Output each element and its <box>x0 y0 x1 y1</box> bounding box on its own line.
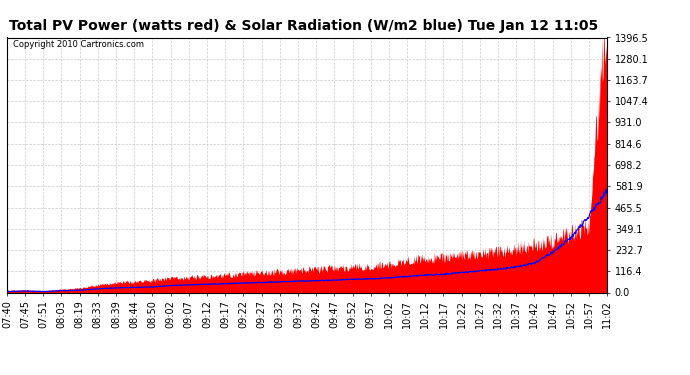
Text: Copyright 2010 Cartronics.com: Copyright 2010 Cartronics.com <box>13 40 144 49</box>
Text: Total PV Power (watts red) & Solar Radiation (W/m2 blue) Tue Jan 12 11:05: Total PV Power (watts red) & Solar Radia… <box>9 19 598 33</box>
